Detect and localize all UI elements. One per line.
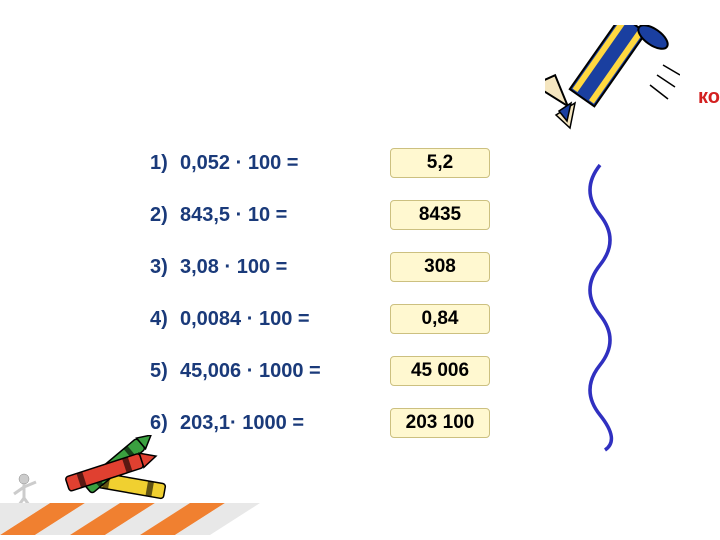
answer-box: 45 006 (390, 356, 490, 386)
problem-number: 1) (150, 152, 180, 175)
problem-row: 4) 0,0084 · 100 = 0,84 (150, 304, 490, 334)
problem-expression: 843,5 · 10 = (180, 204, 390, 227)
problem-number: 6) (150, 412, 180, 435)
problem-row: 2) 843,5 · 10 = 8435 (150, 200, 490, 230)
problem-expression: 203,1· 1000 = (180, 412, 390, 435)
problem-number: 4) (150, 308, 180, 331)
problem-row: 1) 0,052 · 100 = 5,2 (150, 148, 490, 178)
problem-expression: 3,08 · 100 = (180, 256, 390, 279)
squiggle-line-icon (575, 160, 625, 460)
answer-box: 308 (390, 252, 490, 282)
problem-expression: 0,0084 · 100 = (180, 308, 390, 331)
problem-row: 5) 45,006 · 1000 = 45 006 (150, 356, 490, 386)
answer-box: 8435 (390, 200, 490, 230)
answer-box: 5,2 (390, 148, 490, 178)
problem-expression: 45,006 · 1000 = (180, 360, 390, 383)
problem-row: 3) 3,08 · 100 = 308 (150, 252, 490, 282)
answer-box: 0,84 (390, 304, 490, 334)
bottom-stripes-icon (0, 503, 270, 540)
answer-box: 203 100 (390, 408, 490, 438)
problem-number: 5) (150, 360, 180, 383)
problem-row: 6) 203,1· 1000 = 203 100 (150, 408, 490, 438)
partial-red-text: ко (698, 86, 720, 109)
problem-expression: 0,052 · 100 = (180, 152, 390, 175)
problem-number: 2) (150, 204, 180, 227)
problem-number: 3) (150, 256, 180, 279)
pencil-icon (545, 25, 680, 140)
problems-list: 1) 0,052 · 100 = 5,2 2) 843,5 · 10 = 843… (150, 148, 490, 460)
